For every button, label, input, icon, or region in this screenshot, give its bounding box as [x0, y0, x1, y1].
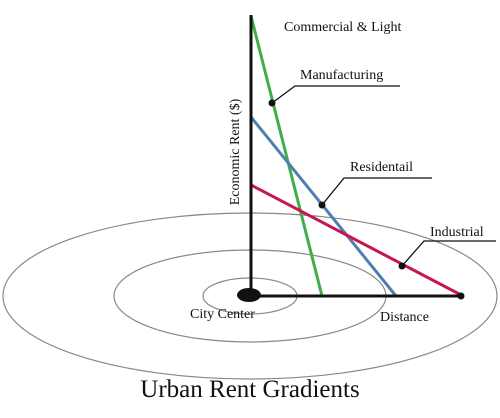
diagram-title: Urban Rent Gradients: [140, 376, 359, 403]
city-center-point: [237, 288, 261, 302]
industrial-leader: [401, 240, 496, 267]
manufacturing-leader: [271, 85, 400, 104]
residential-label: Residentail: [350, 160, 413, 175]
y-axis-label: Economic Rent ($): [228, 98, 243, 205]
residential-leader: [321, 177, 432, 206]
commercial-gradient-line: [249, 15, 324, 297]
x-axis-end-dot: [457, 292, 465, 300]
manufacturing-leader-dot: [268, 99, 276, 107]
commercial-label: Commercial & Light: [284, 20, 402, 35]
manufacturing-label: Manufacturing: [300, 68, 383, 83]
distance-label: Distance: [380, 310, 429, 325]
industrial-leader-dot: [398, 262, 406, 270]
residential-leader-dot: [318, 201, 326, 209]
industrial-label: Industrial: [430, 225, 484, 240]
city-center-label: City Center: [190, 307, 255, 322]
industrial-gradient-line: [250, 183, 464, 298]
